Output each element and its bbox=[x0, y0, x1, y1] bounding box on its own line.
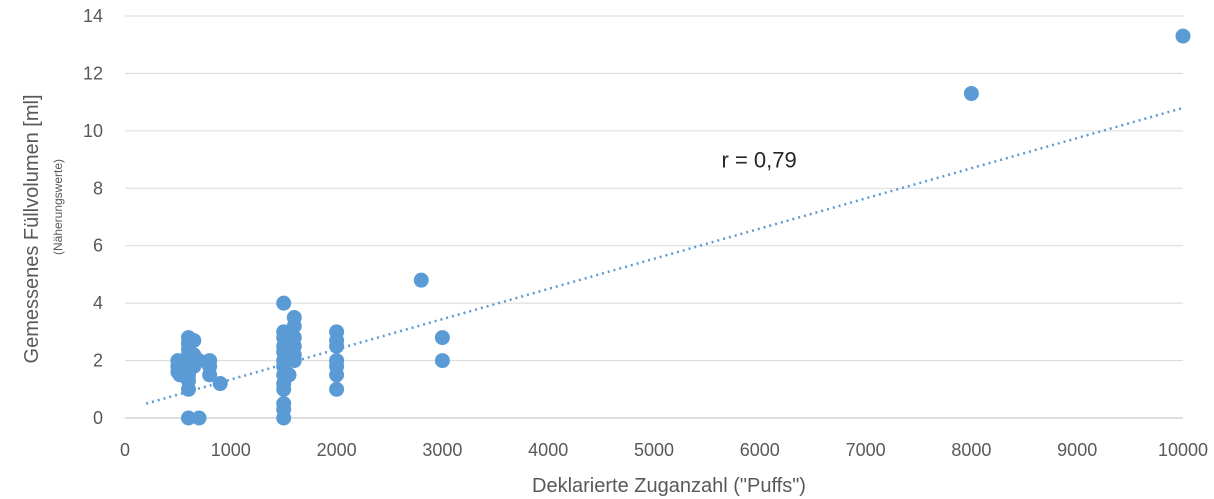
y-axis-title: Gemessenes Füllvolumen [ml] bbox=[21, 95, 43, 364]
y-tick-label: 14 bbox=[83, 6, 103, 26]
y-tick-label: 2 bbox=[93, 351, 103, 371]
data-point bbox=[276, 295, 292, 311]
data-point bbox=[329, 338, 345, 354]
data-point bbox=[286, 353, 302, 369]
x-tick-label: 10000 bbox=[1158, 440, 1208, 460]
data-point bbox=[286, 318, 302, 334]
y-tick-label: 6 bbox=[93, 236, 103, 256]
data-point bbox=[186, 332, 202, 348]
y-tick-label: 4 bbox=[93, 293, 103, 313]
x-tick-label: 9000 bbox=[1057, 440, 1097, 460]
data-point bbox=[191, 410, 207, 426]
data-point bbox=[281, 367, 297, 383]
y-tick-label: 12 bbox=[83, 63, 103, 83]
x-tick-label: 0 bbox=[120, 440, 130, 460]
data-point bbox=[276, 410, 292, 426]
data-point bbox=[329, 367, 345, 383]
x-tick-label: 6000 bbox=[740, 440, 780, 460]
correlation-annotation: r = 0,79 bbox=[722, 148, 797, 173]
data-point bbox=[963, 86, 979, 102]
y-tick-label: 10 bbox=[83, 121, 103, 141]
data-points bbox=[170, 28, 1191, 426]
y-axis-subtitle: (Näherungswerte) bbox=[51, 159, 65, 255]
x-tick-label: 2000 bbox=[317, 440, 357, 460]
data-point bbox=[413, 272, 429, 288]
data-point bbox=[434, 330, 450, 346]
x-tick-labels: 0 1000 2000 3000 4000 5000 6000 7000 8000 9000 100… bbox=[120, 440, 1208, 460]
data-point bbox=[212, 376, 228, 392]
data-point bbox=[180, 381, 196, 397]
x-tick-label: 8000 bbox=[951, 440, 991, 460]
data-point bbox=[329, 381, 345, 397]
x-tick-label: 7000 bbox=[846, 440, 886, 460]
x-tick-label: 5000 bbox=[634, 440, 674, 460]
x-tick-label: 3000 bbox=[422, 440, 462, 460]
data-point bbox=[276, 381, 292, 397]
data-point bbox=[180, 410, 196, 426]
data-point bbox=[202, 367, 218, 383]
data-point bbox=[1175, 28, 1191, 44]
x-axis-title: Deklarierte Zuganzahl ("Puffs") bbox=[532, 475, 806, 497]
y-tick-labels: 0 2 4 6 8 10 12 14 bbox=[83, 6, 103, 428]
x-tick-label: 1000 bbox=[211, 440, 251, 460]
y-tick-label: 8 bbox=[93, 178, 103, 198]
data-point bbox=[434, 353, 450, 369]
x-tick-label: 4000 bbox=[528, 440, 568, 460]
trend-line bbox=[145, 106, 1184, 405]
y-tick-label: 0 bbox=[93, 408, 103, 428]
